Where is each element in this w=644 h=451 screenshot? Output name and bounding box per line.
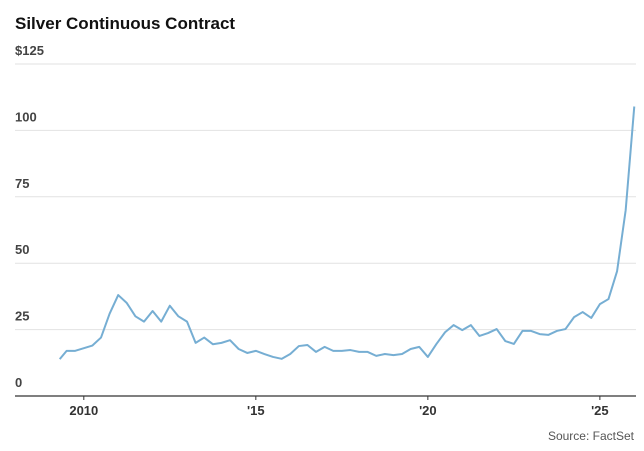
y-tick-label: 50 bbox=[15, 242, 29, 257]
y-tick-label: $125 bbox=[15, 43, 44, 58]
x-tick-label: '25 bbox=[591, 403, 609, 418]
x-tick-label: 2010 bbox=[69, 403, 98, 418]
price-line bbox=[58, 106, 636, 360]
x-tick-label: '20 bbox=[419, 403, 437, 418]
x-tick-label: '15 bbox=[247, 403, 265, 418]
y-tick-label: 100 bbox=[15, 109, 37, 124]
source: Source: FactSet bbox=[548, 429, 635, 443]
y-tick-label: 25 bbox=[15, 309, 29, 324]
y-tick-label: 0 bbox=[15, 375, 22, 390]
chart-title: Silver Continuous Contract bbox=[15, 14, 235, 33]
y-tick-label: 75 bbox=[15, 176, 29, 191]
